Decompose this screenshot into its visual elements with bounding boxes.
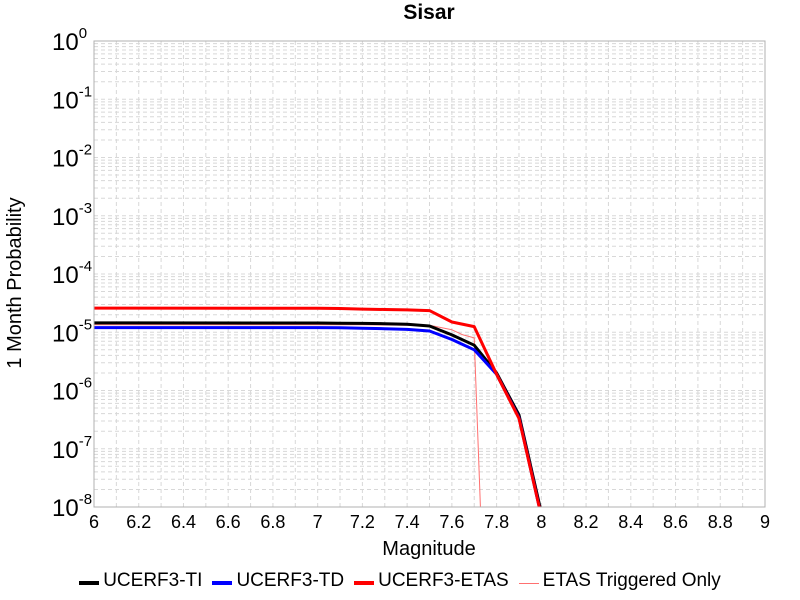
x-tick-label: 7.4 — [395, 512, 420, 532]
legend-label: UCERF3-TI — [103, 570, 203, 591]
x-tick-label: 7.8 — [484, 512, 509, 532]
y-tick-label: 10-3 — [52, 200, 92, 231]
y-tick-label: 10-1 — [52, 83, 92, 114]
legend-item: UCERF3-ETAS — [354, 570, 509, 592]
x-tick-label: 8 — [536, 512, 546, 532]
x-tick-label: 7.2 — [350, 512, 375, 532]
legend-label: UCERF3-ETAS — [378, 570, 509, 591]
plot-frame — [93, 40, 766, 508]
legend-swatch — [518, 582, 539, 584]
y-axis-ticks: 10-8 10-7 10-6 10-5 10-4 10-3 10-2 10-1 100 — [52, 25, 92, 522]
series-line-ucerf3-etas — [94, 306, 541, 507]
x-axis-ticks: 6 6.2 6.4 6.6 6.8 7 7.2 7.4 7.6 7.8 8 8.2 8.4 8.6 8.8 9 — [89, 512, 770, 532]
x-tick-label: 6.2 — [126, 512, 151, 532]
y-tick-label: 10-2 — [52, 142, 92, 173]
y-tick-label: 10-6 — [52, 375, 92, 406]
x-axis-label: Magnitude — [382, 538, 475, 560]
chart-title: Sisar — [403, 1, 454, 24]
x-tick-label: 8.4 — [618, 512, 643, 532]
x-tick-label: 6 — [89, 512, 99, 532]
y-tick-label: 100 — [52, 25, 87, 56]
legend-item: UCERF3-TI — [79, 570, 202, 592]
x-tick-label: 8.6 — [663, 512, 688, 532]
y-tick-label: 10-7 — [52, 433, 92, 464]
x-tick-label: 8.2 — [574, 512, 599, 532]
x-tick-label: 7 — [313, 512, 323, 532]
legend-item: ETAS Triggered Only — [518, 570, 721, 592]
legend-label: ETAS Triggered Only — [542, 570, 721, 591]
x-tick-label: 9 — [760, 512, 770, 532]
x-tick-label: 7.6 — [439, 512, 464, 532]
series-layer — [94, 306, 542, 507]
y-tick-label: 10-8 — [52, 491, 92, 522]
legend-swatch — [354, 581, 375, 585]
legend-swatch — [79, 581, 100, 585]
x-tick-label: 6.6 — [216, 512, 241, 532]
chart-legend: UCERF3-TI UCERF3-TD UCERF3-ETAS ETAS Trigge… — [0, 567, 800, 595]
legend-swatch — [212, 581, 233, 585]
grid — [93, 41, 766, 508]
legend-label: UCERF3-TD — [236, 570, 345, 591]
x-tick-label: 6.4 — [171, 512, 196, 532]
y-tick-label: 10-4 — [52, 258, 92, 289]
legend-item: UCERF3-TD — [212, 570, 344, 592]
x-tick-label: 8.8 — [708, 512, 733, 532]
x-tick-label: 6.8 — [260, 512, 285, 532]
y-axis-label: 1 Month Probability — [4, 197, 26, 368]
y-tick-label: 10-5 — [52, 316, 92, 347]
